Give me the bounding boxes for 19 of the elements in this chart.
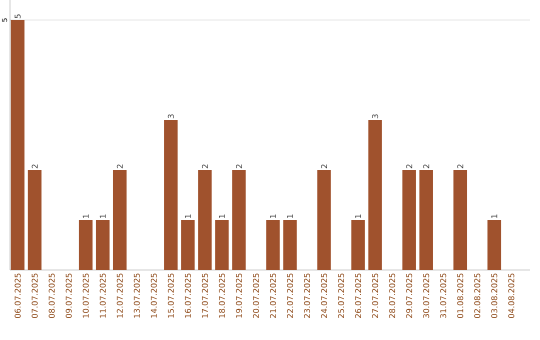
bar <box>351 220 365 270</box>
bar <box>198 170 212 270</box>
bar <box>215 220 229 270</box>
bar <box>96 220 110 270</box>
bar <box>10 20 24 270</box>
bar <box>487 220 502 270</box>
bar <box>266 220 280 270</box>
bar <box>78 220 93 270</box>
bar <box>164 120 178 270</box>
bar <box>283 220 297 270</box>
bar <box>232 170 246 270</box>
bar <box>453 170 468 270</box>
bar <box>28 170 42 270</box>
bar <box>402 170 416 270</box>
bar <box>181 220 195 270</box>
bar <box>112 170 127 270</box>
bar <box>419 170 433 270</box>
bar <box>317 170 331 270</box>
bar <box>368 120 382 270</box>
